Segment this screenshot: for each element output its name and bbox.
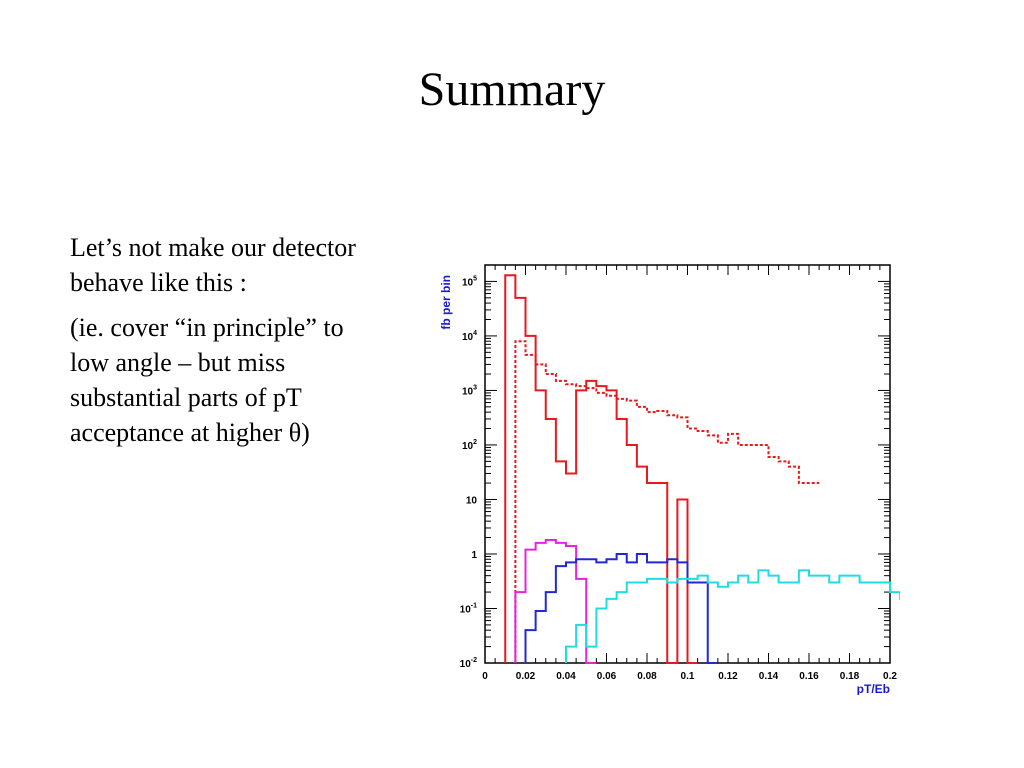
y-tick-label: 1 bbox=[471, 550, 477, 561]
y-tick-label: 10-1 bbox=[460, 602, 477, 615]
slide-title: Summary bbox=[418, 63, 606, 116]
x-tick-label: 0.1 bbox=[681, 671, 695, 682]
y-tick-label: 10 bbox=[466, 495, 478, 506]
x-tick-label: 0.12 bbox=[718, 671, 738, 682]
histogram-series-4 bbox=[524, 552, 718, 664]
histogram-series-1 bbox=[514, 340, 820, 663]
paragraph-1: Let’s not make our detector behave like … bbox=[70, 233, 356, 297]
slide-text: Let’s not make our detector behave like … bbox=[70, 230, 370, 460]
x-axis-label: pT/Eb bbox=[857, 682, 890, 695]
x-tick-label: 0.06 bbox=[597, 671, 617, 682]
x-tick-label: 0.04 bbox=[556, 671, 576, 682]
y-tick-label: 103 bbox=[462, 384, 477, 397]
paragraph-2: (ie. cover “in principle” to low angle –… bbox=[70, 313, 344, 447]
histogram-series-5 bbox=[565, 569, 921, 663]
x-tick-label: 0.08 bbox=[637, 671, 657, 682]
x-tick-label: 0.16 bbox=[799, 671, 819, 682]
y-axis-label: fb per bin bbox=[439, 275, 453, 330]
x-tick-label: 0 bbox=[482, 671, 488, 682]
x-tick-label: 0.18 bbox=[840, 671, 860, 682]
x-tick-label: 0.02 bbox=[516, 671, 536, 682]
y-tick-label: 10-2 bbox=[460, 657, 477, 670]
y-tick-label: 102 bbox=[462, 439, 477, 452]
x-tick-label: 0.14 bbox=[759, 671, 779, 682]
x-tick-label: 0.2 bbox=[883, 671, 897, 682]
histogram-series-2 bbox=[504, 274, 698, 664]
y-tick-label: 105 bbox=[462, 275, 477, 288]
y-tick-label: 104 bbox=[462, 330, 477, 343]
histogram-svg: 0 0.02 0.04 0.06 0.08 0.1 0.12 0.14 0.16 0.18 0.2 1… bbox=[439, 264, 921, 696]
histogram-series-3 bbox=[514, 539, 597, 664]
histogram-chart: 0 0.02 0.04 0.06 0.08 0.1 0.12 0.14 0.16 0.18 0.2 1… bbox=[430, 255, 921, 700]
